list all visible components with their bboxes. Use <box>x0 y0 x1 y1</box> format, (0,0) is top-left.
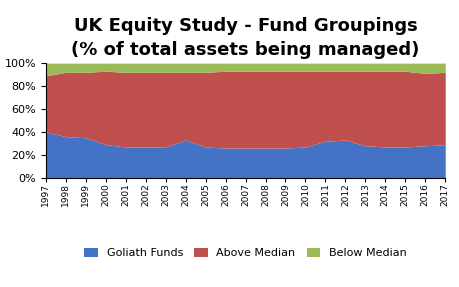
Title: UK Equity Study - Fund Groupings
(% of total assets being managed): UK Equity Study - Fund Groupings (% of t… <box>72 17 420 59</box>
Legend: Goliath Funds, Above Median, Below Median: Goliath Funds, Above Median, Below Media… <box>80 243 411 263</box>
